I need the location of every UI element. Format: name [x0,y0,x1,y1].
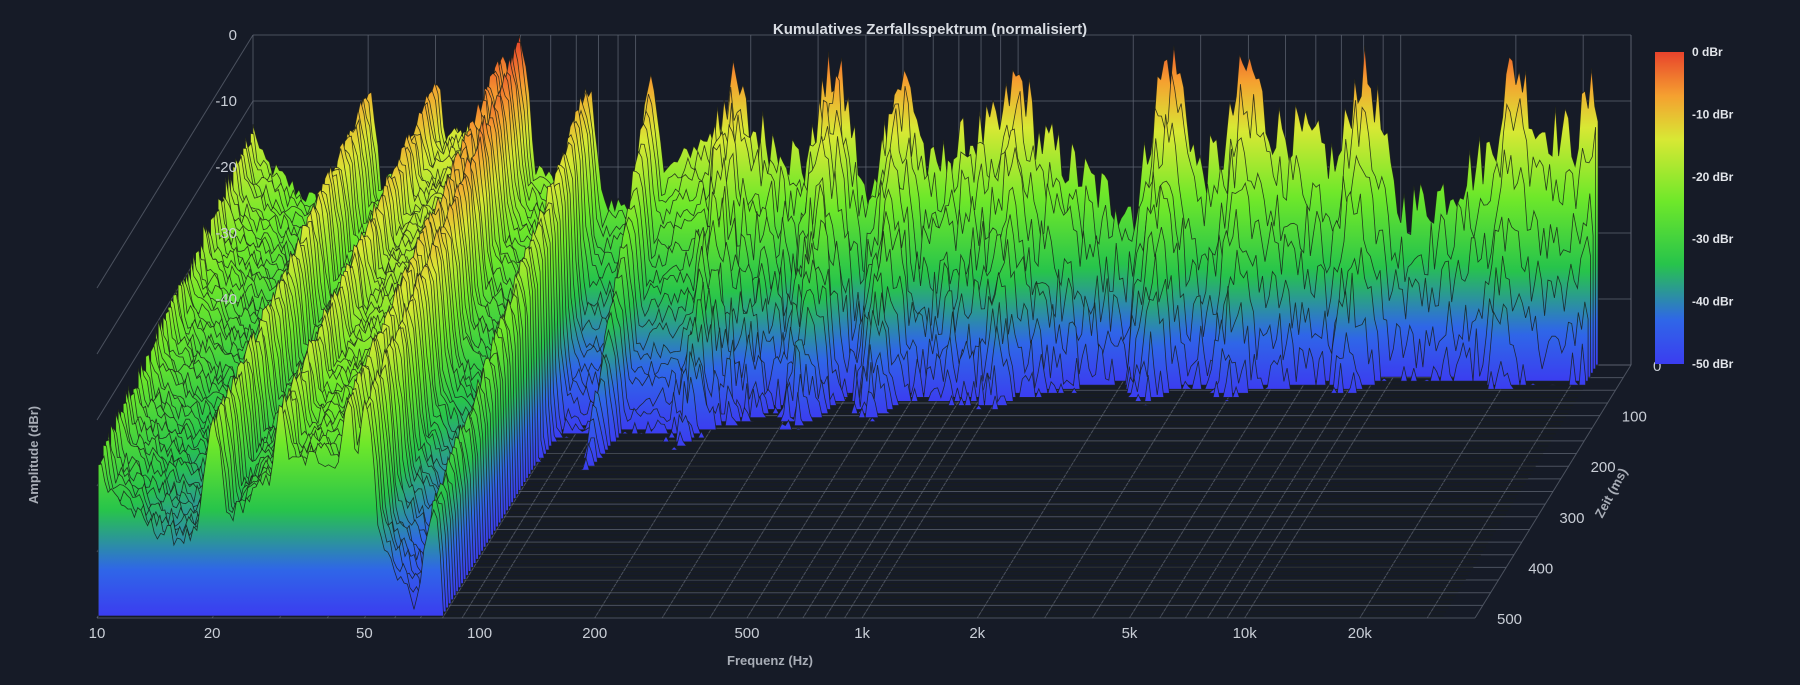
x-tick-label: 2k [969,625,985,642]
z-tick-label: 400 [1528,560,1553,577]
x-tick-label: 10 [89,625,106,642]
z-tick-label: 100 [1622,409,1647,426]
x-tick-label: 500 [734,625,759,642]
colorbar-labels: 0 dBr -10 dBr -20 dBr -30 dBr -40 dBr -50 dBr [1692,45,1734,371]
y-tick-label: -30 [215,225,237,242]
z-tick-label: 500 [1497,611,1522,628]
waterfall-slice [97,399,1444,617]
axes-layer: 10 20 50 100 200 500 1k 2k 5k 10k 20k 0 -10 -20 -30 -40… [89,27,1662,642]
x-tick-label: 100 [467,625,492,642]
colorbar-tick-label: -10 dBr [1692,107,1734,121]
y-tick-label: -40 [215,291,237,308]
colorbar-tick-label: -20 dBr [1692,170,1734,184]
x-tick-label: 20 [204,625,221,642]
y-tick-label: 0 [229,27,237,44]
x-tick-label: 200 [582,625,607,642]
grid-side-amp-line [96,34,254,289]
waterfall-slices [97,34,1599,617]
colorbar-tick-label: -50 dBr [1692,357,1734,371]
grid-floor-freq-line [1474,364,1632,619]
x-axis-title: Frequenz (Hz) [727,653,813,668]
colorbar-tick-label: -40 dBr [1692,295,1734,309]
z-tick-label: 300 [1559,510,1584,527]
colorbar-tick-label: 0 dBr [1692,45,1723,59]
grid-side-amp-line [96,100,254,355]
colorbar [1655,52,1684,364]
x-tick-label: 20k [1348,625,1373,642]
z-tick-label: 0 [1653,358,1661,375]
x-tick-label: 5k [1122,625,1138,642]
x-tick-label: 1k [854,625,870,642]
chart-title: Kumulatives Zerfallsspektrum (normalisie… [773,21,1087,38]
x-tick-label: 10k [1233,625,1258,642]
x-tick-label: 50 [356,625,373,642]
colorbar-tick-label: -30 dBr [1692,232,1734,246]
y-axis-title: Amplitude (dBr) [26,406,41,504]
z-tick-label: 200 [1591,459,1616,476]
y-tick-label: -10 [215,93,237,110]
y-tick-label: -20 [215,159,237,176]
